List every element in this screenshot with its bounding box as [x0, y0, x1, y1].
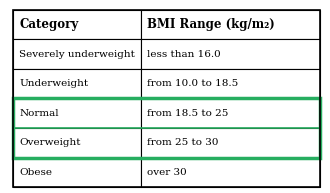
Text: over 30: over 30 — [147, 168, 186, 177]
Bar — [141, 69, 320, 98]
Bar — [141, 158, 320, 187]
Bar — [141, 10, 320, 39]
Text: Underweight: Underweight — [19, 79, 88, 88]
Bar — [13, 98, 141, 128]
Text: Obese: Obese — [19, 168, 52, 177]
Text: less than 16.0: less than 16.0 — [147, 50, 220, 58]
Text: Category: Category — [19, 18, 79, 31]
Text: BMI Range (kg/m₂): BMI Range (kg/m₂) — [147, 18, 274, 31]
Bar — [141, 39, 320, 69]
Bar — [13, 158, 141, 187]
Bar — [13, 39, 141, 69]
Text: from 10.0 to 18.5: from 10.0 to 18.5 — [147, 79, 238, 88]
Bar — [141, 98, 320, 128]
Bar — [13, 128, 141, 158]
Text: from 25 to 30: from 25 to 30 — [147, 138, 218, 147]
Bar — [141, 128, 320, 158]
Text: Normal: Normal — [19, 109, 59, 118]
Bar — [13, 69, 141, 98]
Text: Severely underweight: Severely underweight — [19, 50, 135, 58]
Bar — [13, 10, 141, 39]
Text: from 18.5 to 25: from 18.5 to 25 — [147, 109, 228, 118]
Text: Overweight: Overweight — [19, 138, 81, 147]
Bar — [13, 98, 320, 158]
